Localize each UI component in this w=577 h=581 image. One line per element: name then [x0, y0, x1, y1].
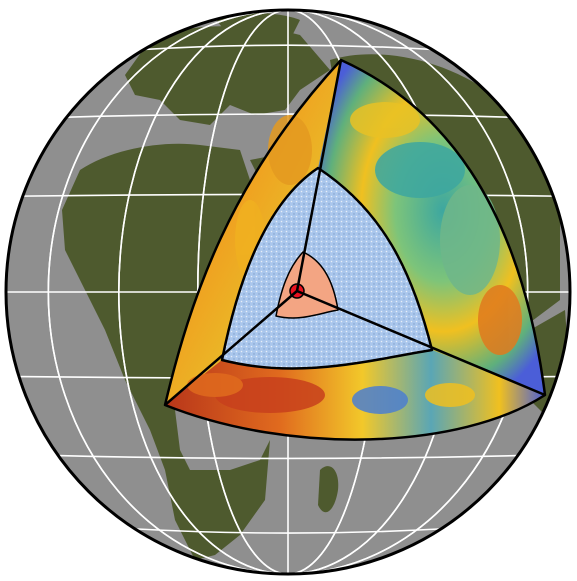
parallel-line [58, 454, 518, 460]
europe-landmass [125, 26, 330, 125]
parallel-line [134, 528, 442, 534]
globe-outline [4, 8, 572, 576]
cutaway-wedge [163, 58, 547, 441]
wedge-edges [163, 58, 547, 441]
madagascar-landmass [318, 466, 339, 513]
parallel-line [144, 44, 432, 51]
outer-core-sector [222, 168, 432, 369]
north-landmass [215, 12, 300, 46]
mantle-anomalies [187, 102, 522, 414]
parallel-line [66, 113, 510, 118]
